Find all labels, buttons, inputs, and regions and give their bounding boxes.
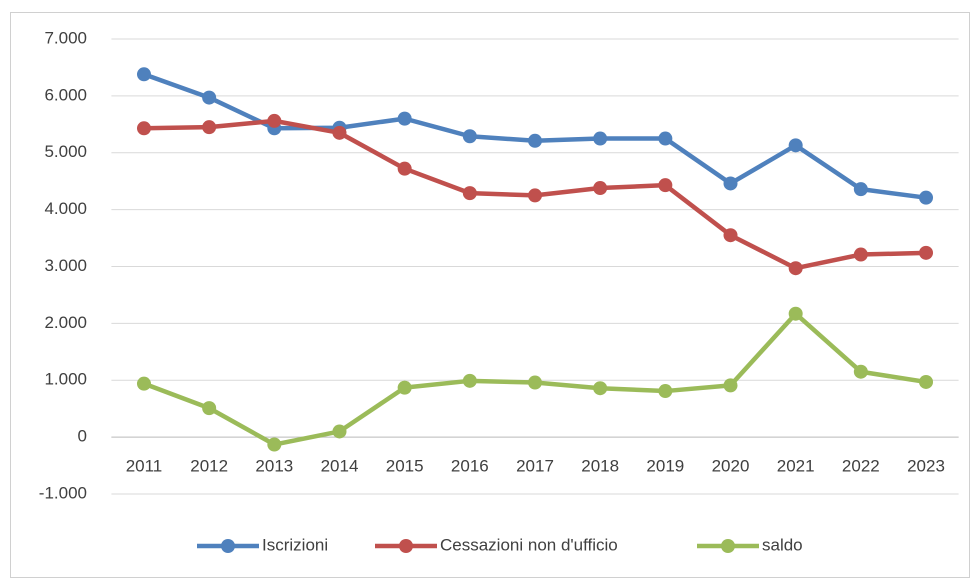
x-tick-label: 2012 bbox=[190, 457, 228, 476]
data-point bbox=[919, 190, 934, 205]
y-tick-label: 4.000 bbox=[44, 199, 87, 218]
data-point bbox=[528, 375, 542, 390]
legend-marker bbox=[721, 539, 735, 553]
data-point bbox=[202, 90, 217, 105]
data-point bbox=[202, 120, 217, 135]
data-point bbox=[788, 138, 803, 153]
chart-border bbox=[10, 12, 970, 578]
data-point bbox=[658, 131, 673, 146]
y-tick-label: 2.000 bbox=[44, 313, 87, 332]
data-point bbox=[593, 181, 608, 196]
data-point bbox=[853, 247, 868, 262]
data-point bbox=[723, 176, 738, 191]
data-point bbox=[853, 182, 868, 197]
x-tick-label: 2013 bbox=[255, 457, 293, 476]
data-point bbox=[267, 113, 282, 128]
y-tick-label: 5.000 bbox=[44, 142, 87, 161]
x-tick-label: 2020 bbox=[712, 457, 750, 476]
data-point bbox=[658, 178, 673, 193]
data-point bbox=[202, 401, 217, 416]
data-point bbox=[788, 261, 803, 276]
data-point bbox=[658, 384, 673, 399]
legend-label: Iscrizioni bbox=[262, 535, 328, 554]
data-point bbox=[397, 161, 412, 176]
x-tick-label: 2019 bbox=[646, 457, 684, 476]
x-tick-label: 2023 bbox=[907, 457, 945, 476]
y-tick-label: 6.000 bbox=[44, 85, 87, 104]
data-point bbox=[919, 374, 934, 389]
x-tick-label: 2014 bbox=[321, 457, 359, 476]
data-point bbox=[723, 228, 738, 243]
data-point bbox=[136, 121, 151, 136]
legend-label: Cessazioni non d'ufficio bbox=[440, 535, 618, 554]
x-tick-label: 2011 bbox=[126, 457, 163, 476]
x-tick-label: 2021 bbox=[777, 457, 815, 476]
data-point bbox=[136, 376, 151, 391]
x-tick-label: 2015 bbox=[386, 457, 424, 476]
y-tick-label: -1.000 bbox=[39, 483, 87, 502]
x-tick-label: 2018 bbox=[581, 457, 619, 476]
data-point bbox=[788, 306, 803, 321]
data-point bbox=[723, 378, 738, 393]
x-tick-label: 2017 bbox=[516, 457, 554, 476]
data-point bbox=[332, 125, 347, 140]
data-point bbox=[528, 188, 542, 203]
y-tick-label: 3.000 bbox=[44, 256, 87, 275]
data-point bbox=[919, 245, 934, 260]
y-tick-label: 1.000 bbox=[44, 370, 87, 389]
data-point bbox=[593, 381, 608, 396]
data-point bbox=[462, 373, 477, 388]
data-point bbox=[593, 131, 608, 146]
data-point bbox=[853, 364, 868, 379]
y-tick-label: 7.000 bbox=[44, 28, 87, 47]
data-point bbox=[462, 186, 477, 201]
legend-label: saldo bbox=[762, 535, 803, 554]
data-point bbox=[136, 67, 151, 82]
data-point bbox=[397, 380, 412, 395]
legend-marker bbox=[399, 539, 413, 553]
data-point bbox=[267, 437, 282, 452]
x-tick-label: 2016 bbox=[451, 457, 489, 476]
x-tick-label: 2022 bbox=[842, 457, 880, 476]
data-point bbox=[332, 424, 347, 439]
data-point bbox=[462, 129, 477, 144]
y-tick-label: 0 bbox=[78, 427, 87, 446]
data-point bbox=[397, 111, 412, 126]
data-point bbox=[528, 133, 542, 148]
legend-marker bbox=[221, 539, 235, 553]
